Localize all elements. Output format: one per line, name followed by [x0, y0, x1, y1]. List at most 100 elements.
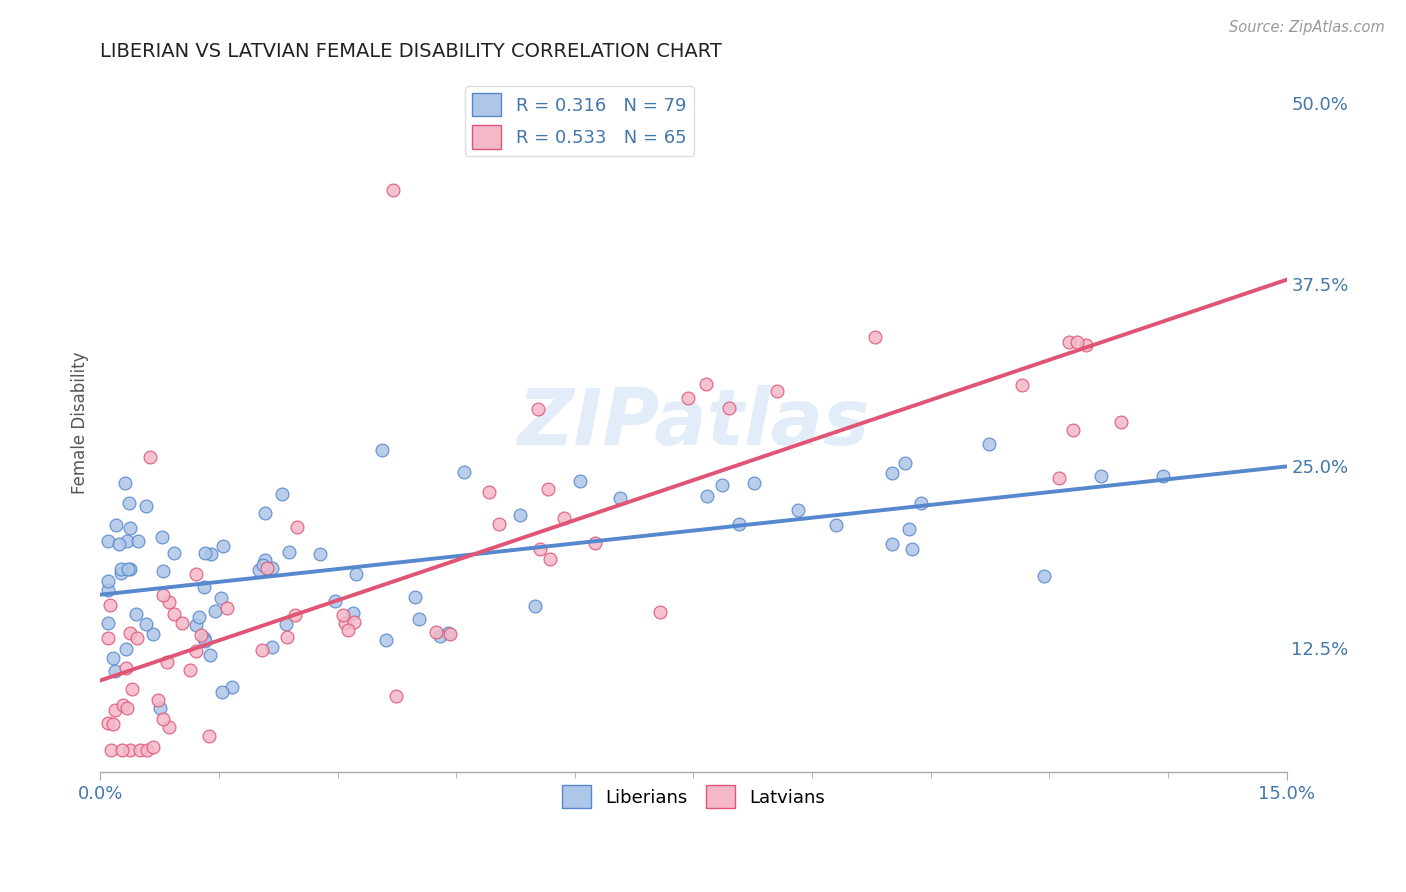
Point — [439, 627, 461, 641]
Point — [429, 629, 451, 643]
Point — [787, 503, 810, 517]
Point — [509, 508, 531, 522]
Point — [110, 561, 132, 575]
Y-axis label: Female Disability: Female Disability — [72, 351, 89, 494]
Point — [117, 562, 139, 576]
Point — [374, 633, 396, 648]
Point — [343, 615, 366, 629]
Point — [284, 608, 307, 623]
Point — [262, 560, 284, 574]
Point — [190, 627, 212, 641]
Point — [882, 537, 904, 551]
Point — [100, 743, 122, 757]
Point — [97, 574, 120, 588]
Point — [344, 567, 367, 582]
Point — [117, 701, 139, 715]
Point — [253, 506, 276, 520]
Point — [863, 329, 886, 343]
Point — [200, 648, 222, 662]
Point — [1066, 334, 1088, 349]
Point — [114, 476, 136, 491]
Point — [193, 631, 215, 645]
Point — [104, 702, 127, 716]
Point — [193, 580, 215, 594]
Point — [97, 534, 120, 549]
Point — [333, 616, 356, 631]
Point — [110, 566, 132, 581]
Point — [1074, 338, 1097, 352]
Point — [717, 401, 740, 416]
Point — [910, 496, 932, 510]
Point — [825, 517, 848, 532]
Point — [179, 663, 201, 677]
Point — [527, 401, 550, 416]
Point — [385, 689, 408, 703]
Point — [1047, 471, 1070, 485]
Point — [1090, 469, 1112, 483]
Point — [148, 693, 170, 707]
Point — [115, 641, 138, 656]
Point — [118, 743, 141, 757]
Point — [211, 685, 233, 699]
Point — [157, 720, 180, 734]
Point — [142, 739, 165, 754]
Point — [1033, 569, 1056, 583]
Point — [537, 482, 560, 496]
Point — [648, 606, 671, 620]
Point — [194, 633, 217, 648]
Point — [184, 617, 207, 632]
Point — [111, 743, 134, 757]
Point — [695, 376, 717, 391]
Point — [381, 183, 404, 197]
Point — [163, 546, 186, 560]
Point — [170, 616, 193, 631]
Point — [583, 536, 606, 550]
Point — [404, 590, 426, 604]
Point — [115, 661, 138, 675]
Point — [221, 680, 243, 694]
Point — [184, 567, 207, 582]
Point — [727, 517, 749, 532]
Point — [135, 499, 157, 513]
Point — [766, 384, 789, 398]
Point — [1057, 335, 1080, 350]
Point — [250, 643, 273, 657]
Point — [125, 607, 148, 621]
Point — [118, 561, 141, 575]
Point — [156, 655, 179, 669]
Point — [141, 627, 163, 641]
Point — [1109, 415, 1132, 429]
Point — [198, 729, 221, 743]
Point — [120, 626, 142, 640]
Point — [568, 475, 591, 489]
Point — [425, 624, 447, 639]
Text: Source: ZipAtlas.com: Source: ZipAtlas.com — [1229, 20, 1385, 35]
Point — [209, 591, 232, 606]
Point — [529, 542, 551, 557]
Point — [200, 547, 222, 561]
Point — [135, 743, 157, 757]
Point — [252, 558, 274, 573]
Text: ZIPatlas: ZIPatlas — [517, 384, 869, 461]
Point — [157, 595, 180, 609]
Point — [371, 442, 394, 457]
Text: LIBERIAN VS LATVIAN FEMALE DISABILITY CORRELATION CHART: LIBERIAN VS LATVIAN FEMALE DISABILITY CO… — [100, 42, 723, 61]
Point — [121, 681, 143, 696]
Point — [104, 664, 127, 678]
Point — [112, 698, 135, 712]
Point — [553, 511, 575, 525]
Point — [247, 564, 270, 578]
Point — [104, 518, 127, 533]
Point — [256, 561, 278, 575]
Point — [711, 477, 734, 491]
Point — [276, 617, 298, 632]
Point — [1011, 377, 1033, 392]
Point — [115, 534, 138, 549]
Legend: Liberians, Latvians: Liberians, Latvians — [555, 778, 832, 815]
Point — [194, 546, 217, 560]
Point — [262, 640, 284, 654]
Point — [204, 604, 226, 618]
Point — [212, 539, 235, 553]
Point — [118, 496, 141, 510]
Point — [742, 476, 765, 491]
